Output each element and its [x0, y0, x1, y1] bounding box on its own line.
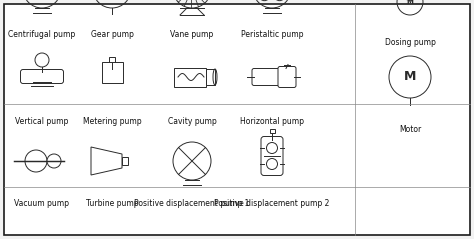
Text: Vacuum pump: Vacuum pump — [15, 200, 70, 208]
Bar — [270, 129, 274, 132]
Text: Vertical pump: Vertical pump — [15, 116, 69, 125]
Text: Centrifugal pump: Centrifugal pump — [9, 29, 76, 38]
Text: Gear pump: Gear pump — [91, 29, 134, 38]
Text: Horizontal pump: Horizontal pump — [240, 116, 304, 125]
Text: Metering pump: Metering pump — [82, 116, 141, 125]
Text: Motor: Motor — [399, 125, 421, 134]
Text: Peristaltic pump: Peristaltic pump — [241, 29, 303, 38]
Bar — [109, 58, 115, 63]
FancyBboxPatch shape — [4, 4, 470, 235]
Text: M: M — [407, 0, 413, 5]
Text: Dosing pump: Dosing pump — [384, 38, 436, 47]
Text: Cavity pump: Cavity pump — [168, 116, 216, 125]
Circle shape — [25, 150, 47, 172]
Circle shape — [47, 154, 61, 168]
Text: Vane pump: Vane pump — [170, 29, 214, 38]
Text: Positive displacement pump 1: Positive displacement pump 1 — [134, 200, 250, 208]
FancyBboxPatch shape — [20, 70, 64, 83]
FancyBboxPatch shape — [261, 136, 283, 175]
FancyBboxPatch shape — [278, 66, 296, 87]
FancyBboxPatch shape — [252, 69, 282, 86]
Bar — [206, 69, 215, 85]
Text: Turbine pump: Turbine pump — [86, 200, 138, 208]
Text: Positive displacement pump 2: Positive displacement pump 2 — [214, 200, 330, 208]
Bar — [122, 157, 128, 165]
Text: M: M — [404, 71, 416, 83]
Bar — [101, 63, 122, 83]
Bar — [174, 67, 206, 87]
